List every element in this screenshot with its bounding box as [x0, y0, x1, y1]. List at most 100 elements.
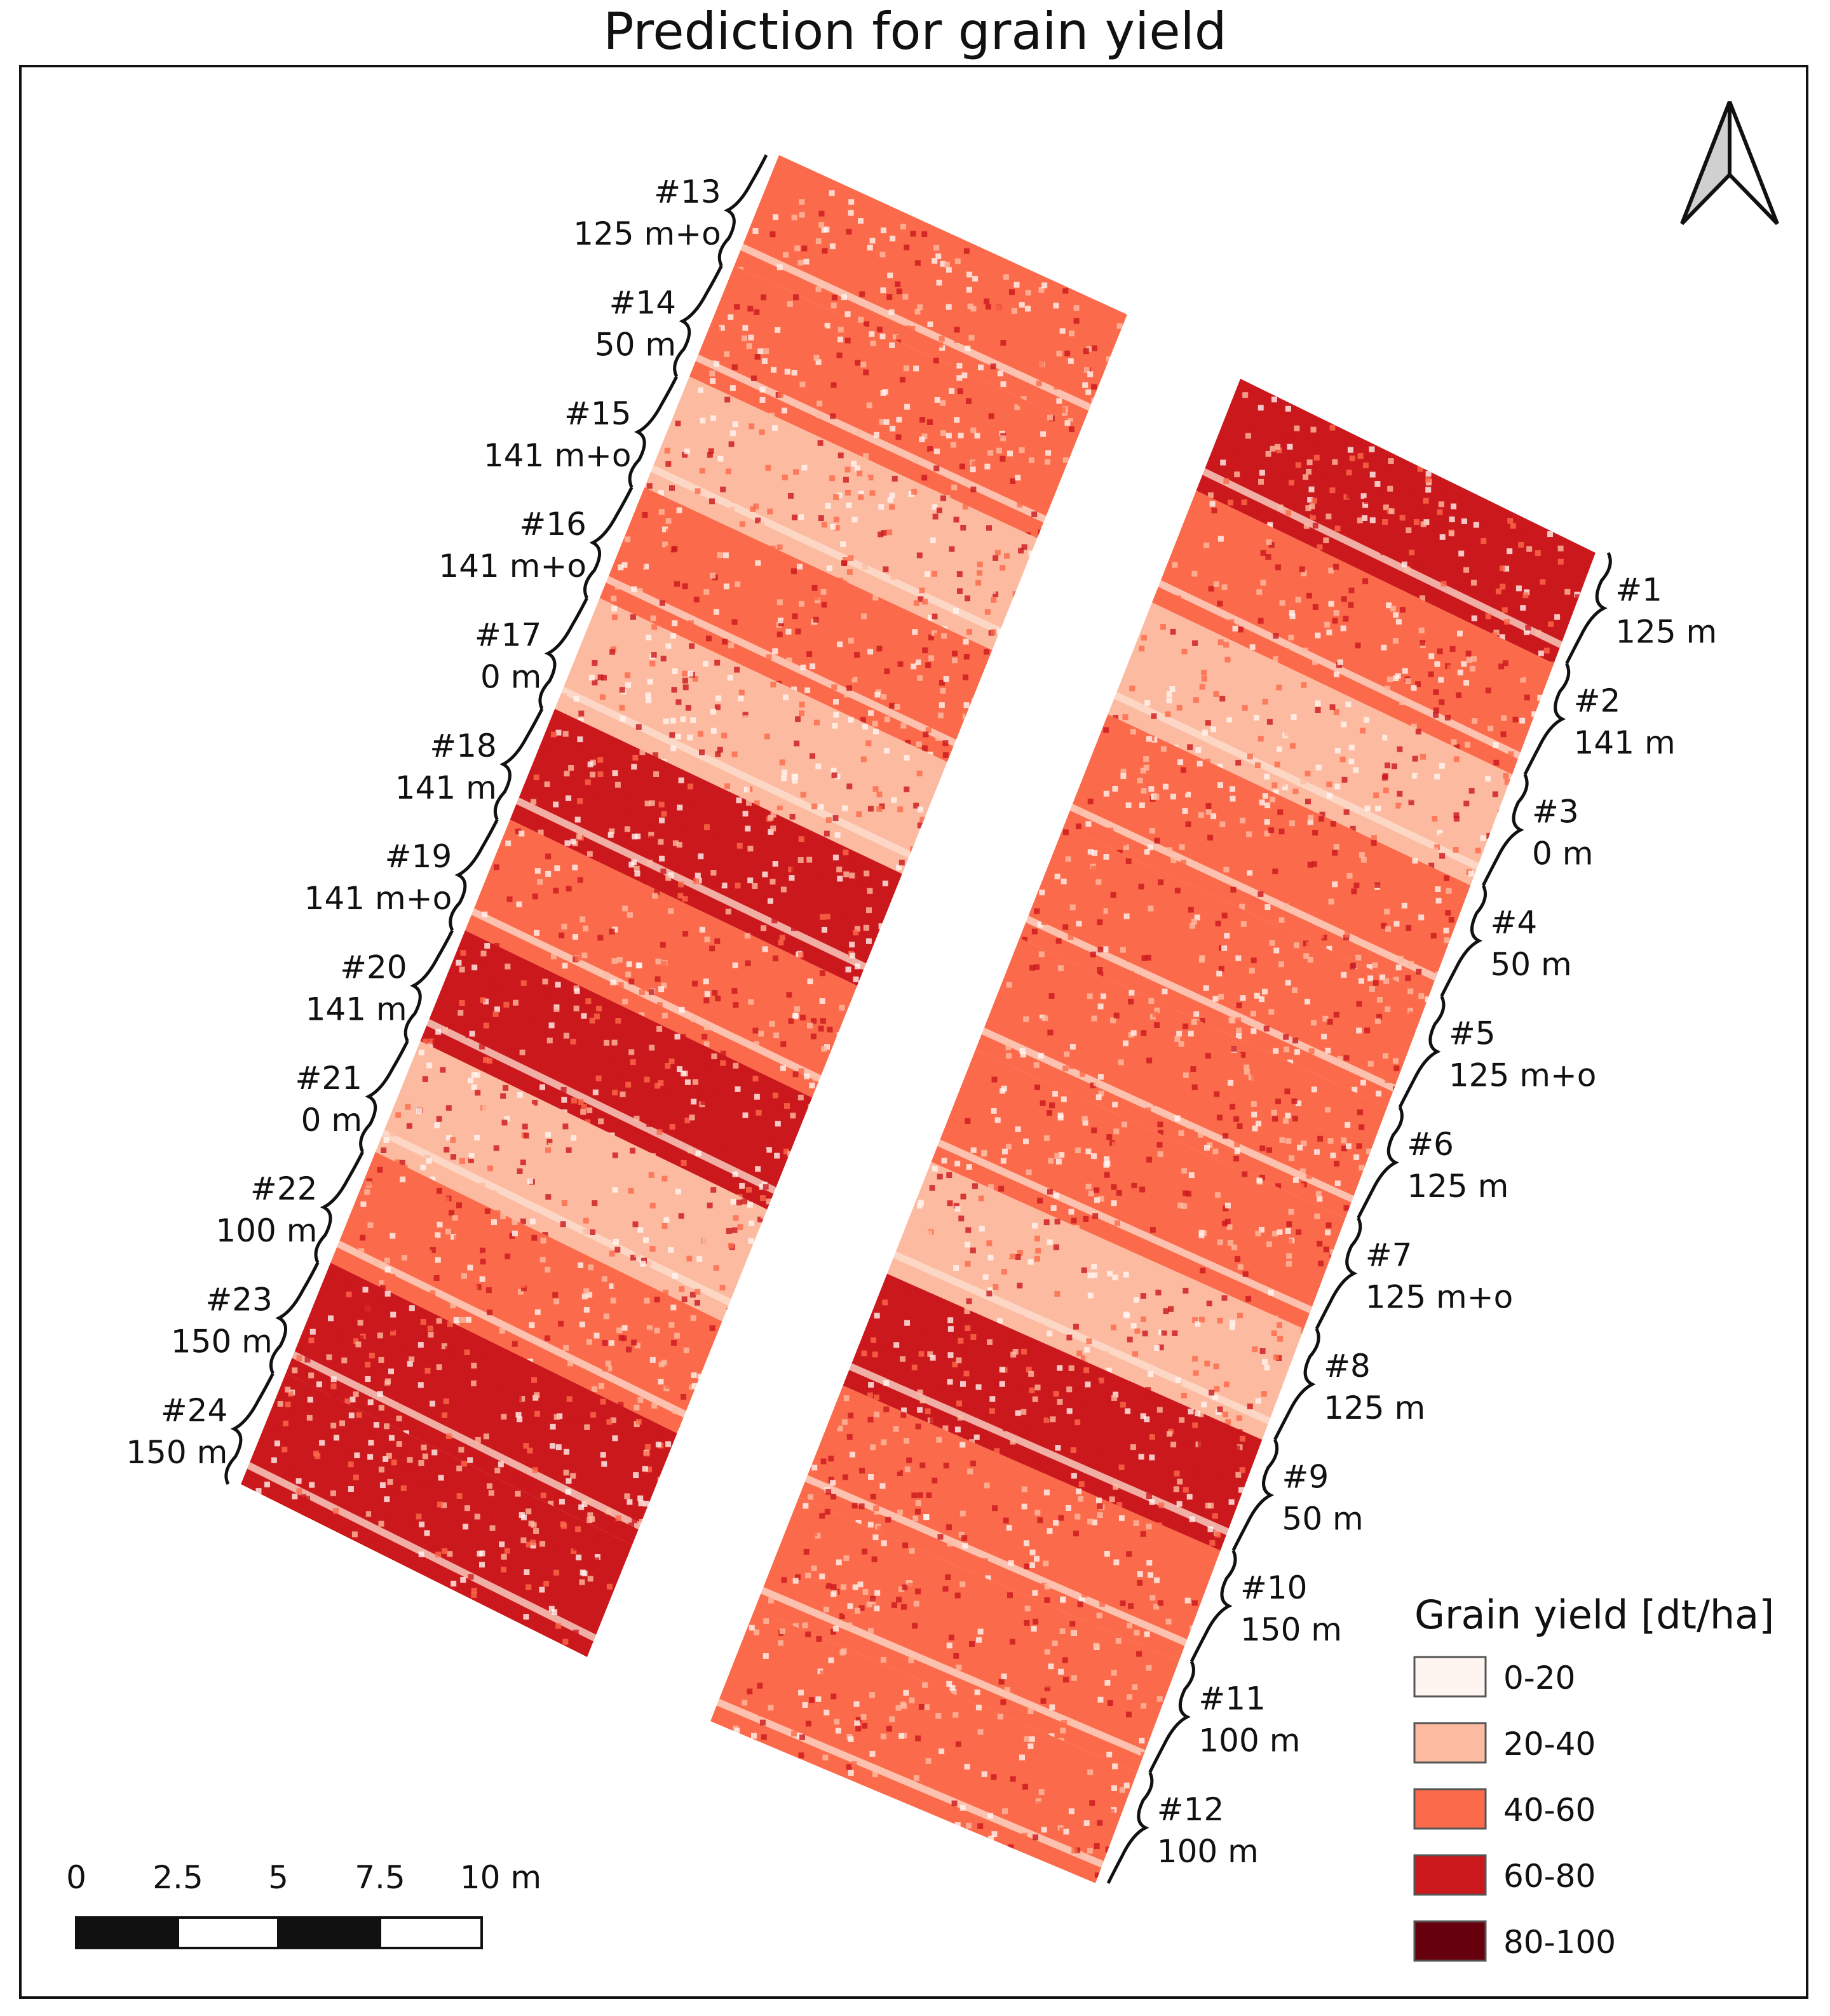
scale-tick-label: 0 [66, 1859, 86, 1896]
scale-tick-label: 2.5 [152, 1859, 203, 1896]
plot-speckle [768, 1503, 1164, 1761]
plot-treatment-label: 50 m [595, 327, 676, 363]
plot-treatment-label: 0 m [1532, 835, 1593, 872]
north-arrow-icon [1680, 100, 1779, 226]
plot-speckle [531, 729, 900, 982]
plot-gap-stripe [516, 797, 867, 970]
plot-brace [1273, 1328, 1320, 1441]
field-west [241, 155, 1127, 1657]
plot-id-label: #24 [161, 1392, 228, 1429]
plot-speckle [1076, 727, 1454, 983]
plot-gap-stripe [716, 1698, 1104, 1868]
plot-brace [1482, 773, 1529, 886]
plot-speckle [646, 387, 1034, 636]
legend-swatch [1413, 1722, 1487, 1764]
plot-speckle [381, 1050, 769, 1314]
scale-bar: 0 2.5 5 7.5 10 m [66, 1859, 541, 1949]
plot-treatment-label: 125 m+o [1366, 1278, 1514, 1315]
plot-brace [359, 1040, 409, 1153]
plot-id-label: #15 [564, 395, 632, 432]
plot-band [285, 1262, 677, 1545]
plot-brace [1106, 1771, 1154, 1884]
field-east [710, 379, 1596, 1883]
plot-treatment-label: 125 m [1407, 1168, 1508, 1205]
plot-brace [583, 486, 634, 599]
plot-gap-stripe [560, 686, 911, 858]
legend-swatch [1413, 1656, 1487, 1698]
plot-band [843, 1273, 1263, 1551]
plot-treatment-label: 125 m+o [1449, 1057, 1597, 1093]
plot-id-label: #7 [1366, 1236, 1413, 1273]
plot-speckle [255, 1386, 631, 1657]
plot-brace [1357, 1106, 1404, 1219]
plot-band [689, 266, 1083, 539]
plot-brace [717, 154, 768, 267]
plot-treatment-label: 150 m [126, 1434, 227, 1471]
plot-gap-stripe [337, 1240, 686, 1418]
plot-band [975, 938, 1388, 1218]
plot-id-label: #9 [1282, 1458, 1329, 1495]
plot-treatment-label: 125 m [1324, 1390, 1425, 1426]
plot-speckle [423, 943, 814, 1205]
plot-labels: #13 125 m+o #14 50 m #15 141 m+o #16 141 m+o #17… [126, 154, 1717, 1884]
plot-id-label: #21 [295, 1060, 363, 1097]
plot-treatment-label: 141 m [1574, 724, 1676, 761]
plot-gap-stripe [1026, 916, 1396, 1092]
plot-gap-stripe [471, 908, 822, 1082]
plot-speckle [722, 1618, 1130, 1878]
plot-brace [628, 375, 679, 489]
plot-gap-stripe [1114, 692, 1479, 870]
plot-brace [1523, 663, 1571, 776]
plot-id-label: #11 [1198, 1680, 1266, 1717]
plot-band [510, 708, 902, 986]
plot-speckle [358, 1165, 715, 1437]
legend-swatch [1413, 1788, 1487, 1830]
legend-title: Grain yield [dt/ha] [1414, 1592, 1774, 1638]
plot-gap-stripe [740, 243, 1092, 411]
plot-brace [1231, 1438, 1279, 1552]
scale-tick-label: 10 m [460, 1859, 541, 1896]
plot-band [1108, 602, 1512, 886]
map-frame [19, 65, 1808, 1999]
scale-tick-label: 5 [268, 1859, 288, 1896]
plot-id-label: #12 [1157, 1791, 1224, 1828]
plot-brace [1440, 884, 1487, 998]
plot-treatment-label: 125 m+o [573, 215, 721, 252]
plot-id-label: #5 [1449, 1015, 1496, 1052]
plot-gap-stripe [651, 465, 1001, 635]
plot-id-label: #19 [385, 838, 452, 875]
plot-id-label: #10 [1240, 1569, 1308, 1606]
plot-id-label: #18 [430, 727, 497, 764]
legend-class-label: 20-40 [1503, 1726, 1596, 1762]
plot-speckle [986, 951, 1381, 1211]
plot-brace [1565, 551, 1612, 665]
plot-speckle [709, 294, 1074, 538]
plot-gap-stripe [849, 1363, 1229, 1536]
plot-speckle [292, 1271, 672, 1529]
plot-band [1152, 490, 1554, 775]
plot-brace [1190, 1550, 1237, 1663]
plot-band [241, 1373, 632, 1657]
plot-speckle [611, 507, 990, 758]
plot-speckle [941, 1063, 1345, 1302]
plot-treatment-label: 100 m [1157, 1833, 1259, 1870]
plot-id-label: #3 [1532, 793, 1579, 830]
plot-id-label: #13 [654, 173, 721, 210]
scale-tick-labels: 0 2.5 5 7.5 10 m [66, 1859, 541, 1896]
legend-class-label: 60-80 [1503, 1858, 1596, 1895]
plot-treatment-label: 141 m+o [304, 880, 452, 917]
legend-class-label: 40-60 [1503, 1792, 1596, 1829]
plot-treatment-label: 125 m [1615, 613, 1717, 650]
plot-brace [493, 708, 544, 821]
plot-treatment-label: 0 m [301, 1102, 362, 1139]
plot-brace [314, 1151, 364, 1264]
plot-treatment-label: 50 m [1490, 946, 1571, 983]
plot-id-label: #14 [609, 285, 677, 321]
plot-gap-stripe [606, 576, 956, 747]
plot-brace [224, 1372, 274, 1485]
plot-speckle [1207, 392, 1590, 658]
plot-gap-stripe [981, 1027, 1354, 1203]
legend-class-label: 0-20 [1503, 1660, 1575, 1696]
scale-tick-label: 7.5 [355, 1859, 405, 1896]
plot-id-label: #23 [205, 1282, 273, 1318]
